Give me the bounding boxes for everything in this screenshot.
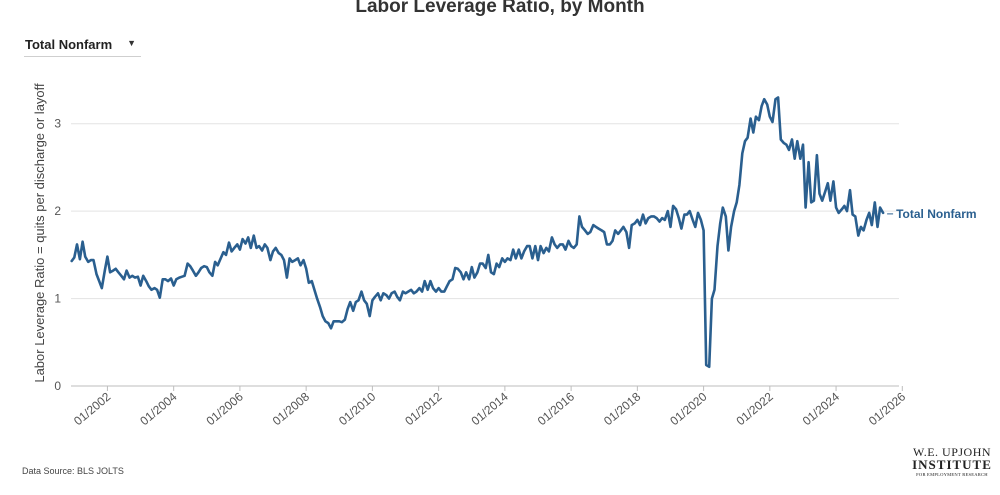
x-tick-label: 01/2022	[734, 389, 776, 428]
x-tick-label: 01/2016	[535, 389, 577, 428]
y-tick-label: 3	[54, 117, 61, 131]
upjohn-institute-logo: W.E. UPJOHN INSTITUTE FOR EMPLOYMENT RES…	[912, 446, 992, 478]
caret-down-icon: ▼	[127, 38, 136, 48]
series-label-total-nonfarm: Total Nonfarm	[896, 207, 976, 221]
logo-line-2: INSTITUTE	[912, 457, 992, 472]
x-tick-label: 01/2018	[601, 389, 643, 428]
y-axis-title: Labor Leverage Ratio = quits per dischar…	[32, 83, 47, 383]
x-tick-label: 01/2020	[667, 389, 709, 428]
logo-line-3: FOR EMPLOYMENT RESEARCH	[916, 472, 988, 477]
x-tick-label: 01/2012	[402, 389, 444, 428]
gridlines	[71, 123, 899, 300]
series-filter-dropdown[interactable]: Total Nonfarm ▼	[24, 34, 141, 57]
x-tick-label: 01/2024	[800, 389, 842, 428]
x-tick-label: 01/2002	[71, 389, 113, 428]
x-tick-label: 01/2004	[137, 389, 179, 428]
x-tick-label: 01/2006	[204, 389, 246, 428]
x-axis-ticks: 01/2002 01/2004 01/2006 01/2008 01/2010 01/20…	[71, 386, 908, 428]
x-tick-label: 01/2010	[336, 389, 378, 428]
y-tick-label: 0	[54, 379, 61, 393]
chart-title: Labor Leverage Ratio, by Month	[355, 0, 645, 17]
y-axis-ticks: 0 1 2 3	[54, 117, 61, 393]
series-filter-value: Total Nonfarm	[25, 37, 113, 52]
y-tick-label: 2	[54, 204, 61, 218]
logo-line-1: W.E. UPJOHN	[912, 445, 992, 459]
y-tick-label: 1	[54, 292, 61, 306]
x-tick-label: 01/2008	[270, 389, 312, 428]
data-source-note: Data Source: BLS JOLTS	[22, 466, 124, 476]
x-tick-label: 01/2026	[866, 389, 908, 428]
x-tick-label: 01/2014	[469, 389, 511, 428]
series-line-total-nonfarm	[70, 96, 885, 369]
